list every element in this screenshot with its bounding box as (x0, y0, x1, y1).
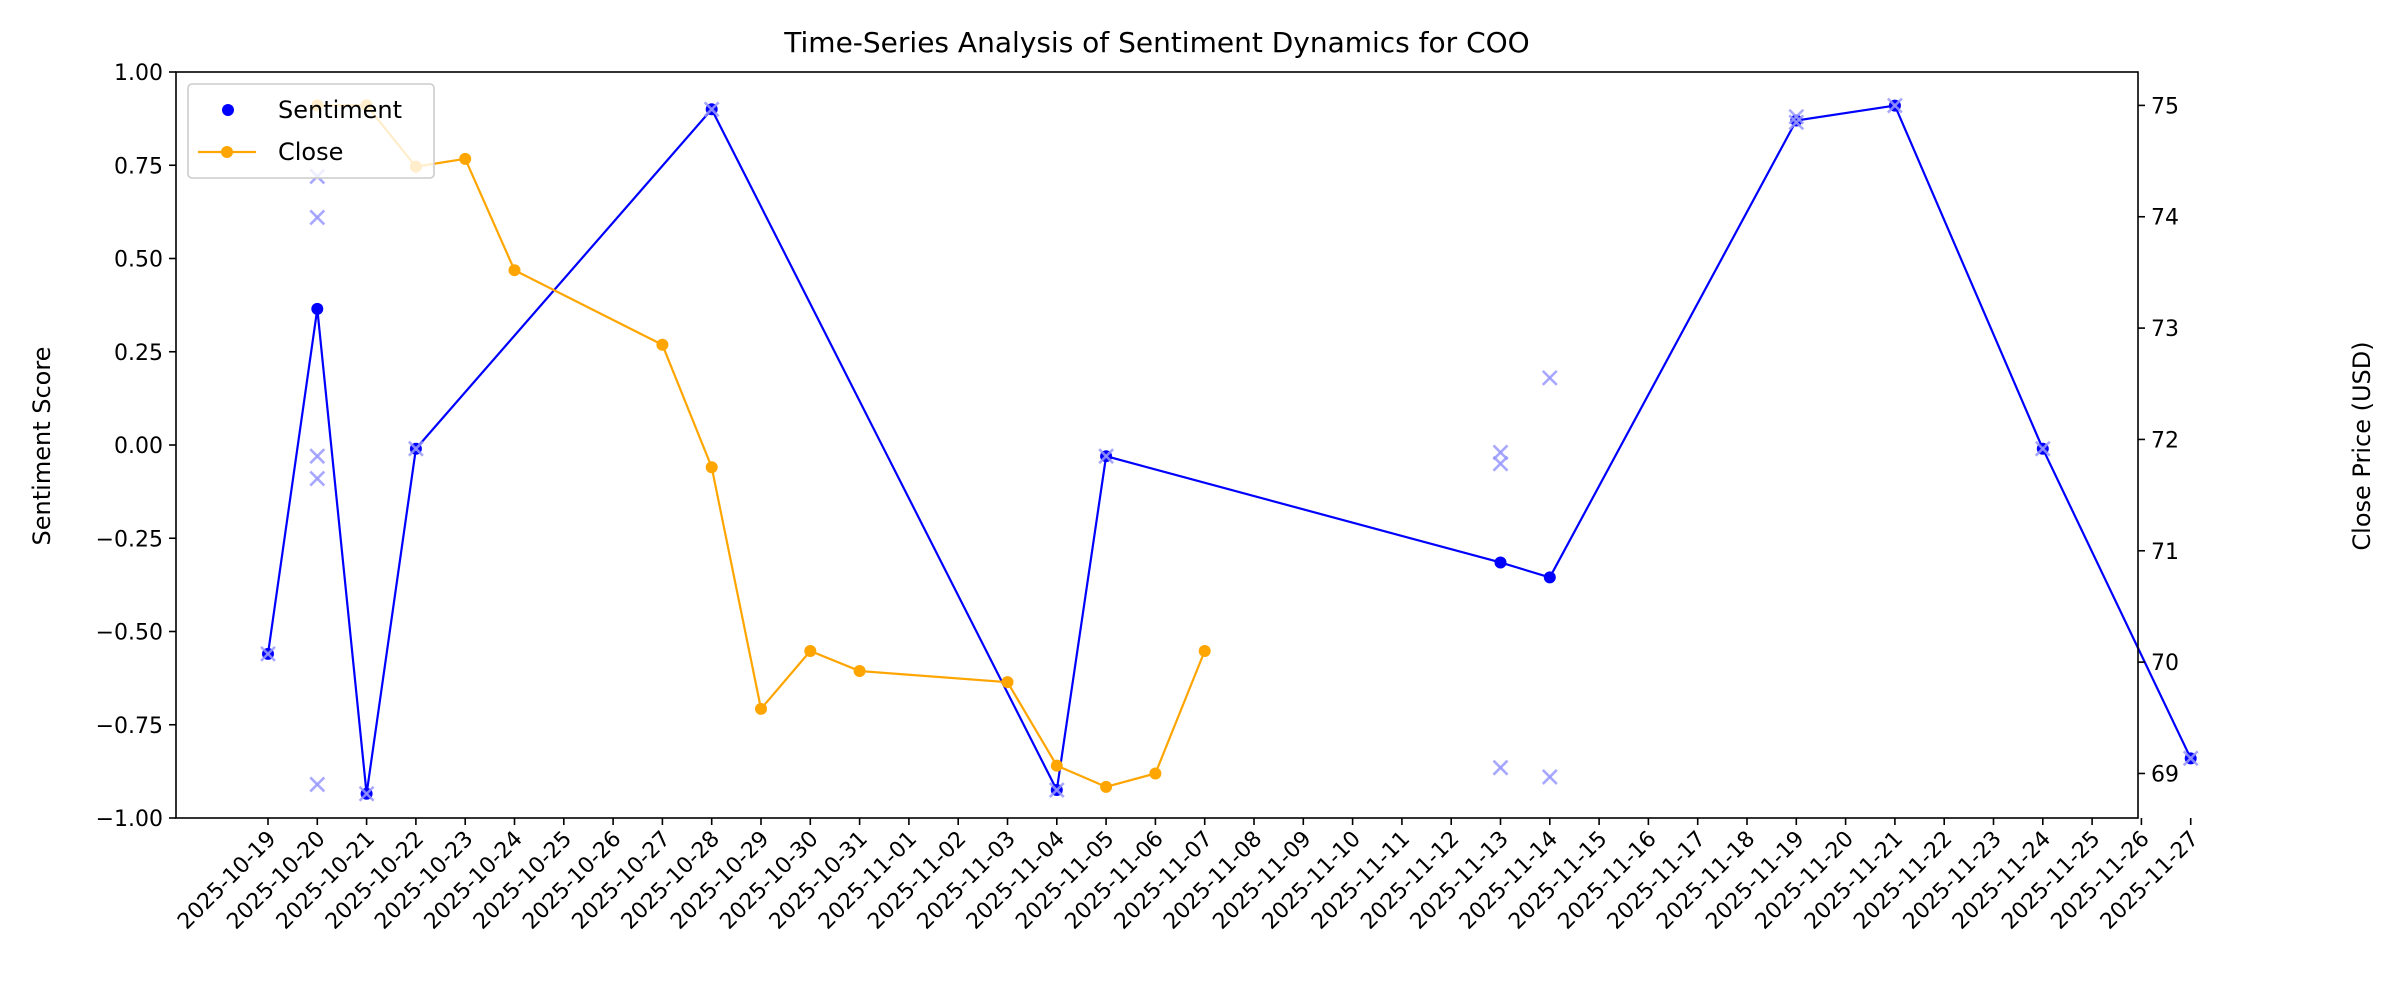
scatter-x-stroke (1492, 444, 1509, 461)
close-point (1001, 676, 1014, 689)
y-tick-label: −1.00 (96, 807, 163, 832)
scatter-x-stroke (407, 440, 424, 457)
sentiment-point (311, 302, 324, 315)
y-tick-label: 0.75 (114, 154, 163, 179)
scatter-x-marker (1098, 448, 1115, 465)
scatter-x-marker (309, 448, 326, 465)
scatter-x-stroke (2182, 750, 2199, 767)
scatter-x-marker (1492, 759, 1509, 776)
scatter-x-stroke (2034, 440, 2051, 457)
scatter-x-marker (309, 776, 326, 793)
chart-title: Time-Series Analysis of Sentiment Dynami… (783, 26, 1529, 59)
scatter-x-marker (2034, 440, 2051, 457)
close-point (1149, 767, 1162, 780)
y2-tick-label: 69 (2151, 762, 2179, 787)
scatter-x-marker (260, 645, 276, 662)
scatter-x-stroke (309, 448, 326, 465)
legend-close-marker (221, 146, 233, 158)
close-point (1050, 759, 1063, 772)
close-point (755, 702, 767, 715)
scatter-x-stroke (1886, 97, 1903, 114)
y2-tick-label: 71 (2151, 540, 2179, 565)
y-axis-label: Sentiment Score (28, 347, 56, 546)
y2-tick-label: 75 (2151, 94, 2179, 119)
close-point (1100, 780, 1113, 793)
y-tick-label: −0.75 (96, 714, 163, 739)
scatter-x-stroke (309, 470, 326, 487)
scatter-x-marker (1492, 455, 1509, 472)
close-point (508, 264, 521, 277)
scatter-x-stroke (1492, 759, 1509, 776)
scatter-x-marker (1788, 108, 1805, 125)
scatter-x-marker (1788, 114, 1805, 131)
scatter-x-stroke (1048, 782, 1065, 798)
close-point (459, 152, 472, 165)
plot-frame (175, 71, 2139, 819)
scatter-x-stroke (1098, 448, 1115, 465)
scatter-x-stroke (1492, 455, 1509, 472)
scatter-x-marker (358, 785, 375, 802)
scatter-x-marker (309, 209, 326, 226)
y-tick-label: 1.00 (114, 61, 163, 86)
close-point (1198, 644, 1211, 657)
scatter-x-stroke (309, 776, 326, 793)
scatter-x-stroke (1788, 108, 1805, 125)
scatter-x-marker (1541, 369, 1558, 386)
y-tick-label: 0.25 (114, 341, 163, 366)
legend-sentiment-label: Sentiment (278, 96, 402, 124)
y-tick-label: 0.00 (114, 434, 163, 459)
scatter-x-stroke (260, 645, 276, 662)
scatter-x-marker (1492, 444, 1509, 461)
sentiment-line (266, 104, 2192, 794)
y2-tick-label: 74 (2151, 206, 2179, 231)
sentiment-point (1494, 556, 1507, 569)
y-tick-label: 0.50 (114, 248, 163, 273)
scatter-x-stroke (703, 101, 720, 118)
legend-box (187, 83, 435, 179)
scatter-x-stroke (358, 785, 375, 802)
sentiment-point (1543, 571, 1556, 584)
scatter-x-stroke (1541, 369, 1558, 386)
y-tick-label: −0.25 (96, 527, 163, 552)
scatter-x-stroke (1788, 114, 1805, 131)
scatter-x-marker (1048, 782, 1065, 798)
scatter-x-marker (1541, 769, 1558, 785)
close-point (804, 644, 817, 657)
legend-close-label: Close (278, 138, 343, 166)
y2-tick-label: 70 (2151, 651, 2179, 676)
y2-axis-label: Close Price (USD) (2348, 341, 2376, 550)
scatter-x-marker (309, 470, 326, 487)
scatter-x-stroke (1541, 769, 1558, 785)
scatter-x-marker (407, 440, 424, 457)
scatter-x-marker (2182, 750, 2199, 767)
sentiment-point (1790, 114, 1803, 127)
close-point (656, 338, 669, 351)
scatter-x-marker (703, 101, 720, 118)
scatter-x-marker (1886, 97, 1903, 114)
y2-tick-label: 72 (2151, 428, 2179, 453)
y2-tick-label: 73 (2151, 317, 2179, 342)
y-tick-label: −0.50 (96, 621, 163, 646)
close-point (705, 461, 718, 474)
plot-area (260, 97, 2199, 802)
legend: Sentiment Close (187, 83, 435, 179)
close-point (853, 665, 866, 678)
scatter-x-stroke (309, 209, 326, 226)
legend-sentiment-marker (222, 104, 234, 116)
